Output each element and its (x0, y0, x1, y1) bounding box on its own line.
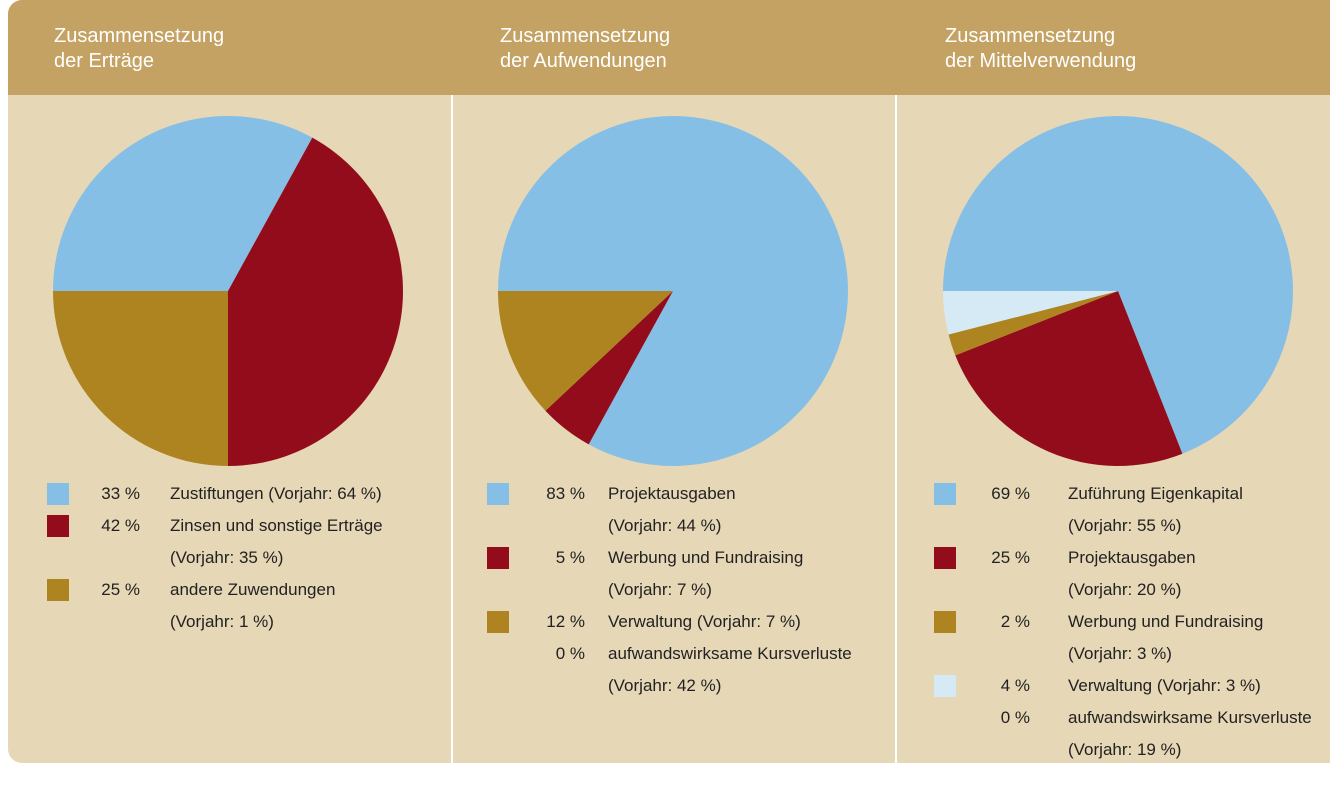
legend-item: 4 % Verwaltung (Vorjahr: 3 %) (0, 670, 1330, 702)
legend-label: Verwaltung (1068, 676, 1153, 695)
legend-item: 0 % aufwandswirksame Kursverluste (Vorjah… (0, 702, 1330, 766)
header-bar (8, 0, 1330, 95)
legend-text: Zustiftungen (Vorjahr: 64 %) (170, 478, 432, 510)
legend-text: andere Zuwendungen (Vorjahr: 1 %) (170, 574, 432, 638)
legend-swatch (934, 611, 956, 633)
legend-label: Zinsen und sonstige Erträge (170, 516, 383, 535)
legend-text: Werbung und Fundraising (Vorjahr: 3 %) (1068, 606, 1330, 670)
legend-swatch (47, 483, 69, 505)
legend-prior: (Vorjahr: 55 %) (1068, 516, 1182, 535)
legend-label: Verwaltung (608, 612, 693, 631)
legend-swatch (934, 547, 956, 569)
legend-text: Werbung und Fundraising (Vorjahr: 7 %) (608, 542, 870, 606)
legend-text: Verwaltung (Vorjahr: 7 %) (608, 606, 870, 638)
divider (451, 95, 453, 763)
legend: 69 % Zuführung Eigenkapital (Vorjahr: 55 … (0, 478, 1330, 766)
legend-prior: (Vorjahr: 19 %) (1068, 740, 1182, 759)
legend-text: aufwandswirksame Kursverluste (Vorjahr: … (1068, 702, 1330, 766)
legend-value: 4 % (1000, 676, 1030, 695)
legend: 33 % Zustiftungen (Vorjahr: 64 %) 42 % Zins… (0, 478, 440, 638)
pie-slice (943, 291, 1118, 335)
legend-item: 12 % Verwaltung (Vorjahr: 7 %) (0, 606, 878, 638)
legend-swatch (487, 547, 509, 569)
pie-slice (53, 291, 228, 466)
legend-label: Werbung und Fundraising (608, 548, 804, 567)
pie-slice (545, 291, 673, 445)
panel-title: Zusammensetzung der Erträge (54, 24, 224, 74)
title-line: der Erträge (54, 50, 155, 72)
legend-item: 33 % Zustiftungen (Vorjahr: 64 %) (0, 478, 440, 510)
legend-value: 69 % (991, 484, 1030, 503)
pie-slice (948, 291, 1118, 356)
legend-label: aufwandswirksame Kursverluste (608, 644, 852, 663)
title-line: Zusammensetzung (945, 25, 1116, 47)
legend-item: 25 % andere Zuwendungen (Vorjahr: 1 %) (0, 574, 440, 638)
legend-prior: (Vorjahr: 42 %) (608, 676, 722, 695)
legend-item: 5 % Werbung und Fundraising (Vorjahr: 7 %… (0, 542, 878, 606)
legend-item: 69 % Zuführung Eigenkapital (Vorjahr: 55 … (0, 478, 1330, 542)
panel-title: Zusammensetzung der Mittelverwendung (945, 24, 1136, 74)
legend-value: 5 % (555, 548, 585, 567)
legend-swatch (934, 483, 956, 505)
legend-text: Zuführung Eigenkapital (Vorjahr: 55 %) (1068, 478, 1330, 542)
legend-swatch (47, 579, 69, 601)
legend-value: 2 % (1000, 612, 1030, 631)
legend-item: 2 % Werbung und Fundraising (Vorjahr: 3 %… (0, 606, 1330, 670)
legend-swatch (47, 515, 69, 537)
divider (895, 95, 897, 763)
legend-text: Verwaltung (Vorjahr: 3 %) (1068, 670, 1330, 702)
panel-title: Zusammensetzung der Aufwendungen (500, 24, 670, 74)
title-line: der Aufwendungen (500, 50, 667, 72)
pie-slice (53, 115, 313, 291)
legend-value: 83 % (546, 484, 585, 503)
title-line: Zusammensetzung (500, 25, 671, 47)
legend-prior: (Vorjahr: 20 %) (1068, 580, 1182, 599)
legend-prior: (Vorjahr: 3 %) (1156, 676, 1261, 695)
legend-label: Zuführung Eigenkapital (1068, 484, 1243, 503)
legend-prior: (Vorjahr: 35 %) (170, 548, 284, 567)
legend-prior: (Vorjahr: 64 %) (268, 484, 382, 503)
legend-prior: (Vorjahr: 7 %) (608, 580, 712, 599)
legend-value: 25 % (991, 548, 1030, 567)
title-line: Zusammensetzung (54, 25, 225, 47)
legend-label: Zustiftungen (170, 484, 264, 503)
legend-label: aufwandswirksame Kursverluste (1068, 708, 1312, 727)
legend-text: Zinsen und sonstige Erträge (Vorjahr: 35… (170, 510, 432, 574)
legend-swatch (934, 675, 956, 697)
legend-value: 25 % (101, 580, 140, 599)
legend-value: 42 % (101, 516, 140, 535)
legend-label: Projektausgaben (608, 484, 736, 503)
legend-label: andere Zuwendungen (170, 580, 336, 599)
title-line: der Mittelverwendung (945, 50, 1137, 72)
legend-value: 0 % (555, 644, 585, 663)
legend-item: 83 % Projektausgaben (Vorjahr: 44 %) (0, 478, 878, 542)
pie-slice (228, 137, 403, 466)
legend-item: 25 % Projektausgaben (Vorjahr: 20 %) (0, 542, 1330, 606)
legend-prior: (Vorjahr: 44 %) (608, 516, 722, 535)
pie-slice (498, 291, 673, 411)
legend-value: 33 % (101, 484, 140, 503)
pie-slice (955, 291, 1183, 466)
legend-swatch (487, 611, 509, 633)
legend-text: aufwandswirksame Kursverluste (Vorjahr: … (608, 638, 870, 702)
legend-value: 12 % (546, 612, 585, 631)
legend-prior: (Vorjahr: 7 %) (696, 612, 801, 631)
pie-slice (943, 115, 1293, 454)
legend-item: 0 % aufwandswirksame Kursverluste (Vorjah… (0, 638, 878, 702)
legend-prior: (Vorjahr: 3 %) (1068, 644, 1172, 663)
legend-label: Werbung und Fundraising (1068, 612, 1264, 631)
legend-value: 0 % (1000, 708, 1030, 727)
legend-label: Projektausgaben (1068, 548, 1196, 567)
legend-text: Projektausgaben (Vorjahr: 20 %) (1068, 542, 1330, 606)
legend-text: Projektausgaben (Vorjahr: 44 %) (608, 478, 870, 542)
legend-swatch (487, 483, 509, 505)
legend: 83 % Projektausgaben (Vorjahr: 44 %) 5 % We… (0, 478, 878, 702)
legend-prior: (Vorjahr: 1 %) (170, 612, 274, 631)
legend-item: 42 % Zinsen und sonstige Erträge (Vorjahr… (0, 510, 440, 574)
